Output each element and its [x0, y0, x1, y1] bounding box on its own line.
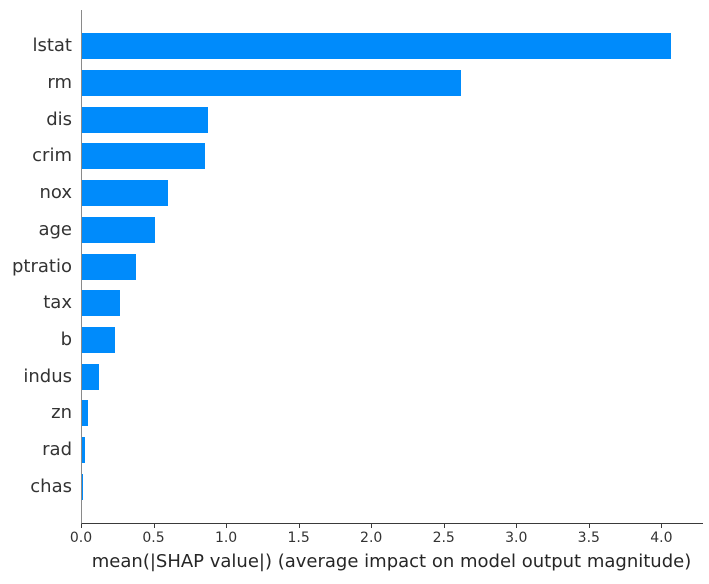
bar-ptratio — [82, 253, 136, 280]
bar-tax — [82, 290, 120, 317]
ytick-label-ptratio: ptratio — [12, 255, 72, 277]
bar-nox — [82, 180, 168, 207]
xtick-label-1.5: 1.5 — [287, 530, 310, 546]
xtick-mark-1.5 — [298, 524, 300, 528]
x-axis-label: mean(|SHAP value|) (average impact on mo… — [91, 551, 692, 572]
xtick-label-0.0: 0.0 — [69, 530, 93, 546]
ytick-label-nox: nox — [39, 182, 72, 204]
xtick-mark-0.5 — [153, 524, 155, 528]
bar-age — [82, 216, 155, 243]
bar-chas — [82, 473, 84, 500]
bar-zn — [82, 400, 88, 427]
ytick-label-zn: zn — [51, 402, 72, 424]
bar-b — [82, 326, 116, 353]
xtick-label-3.5: 3.5 — [577, 530, 600, 546]
ytick-label-b: b — [60, 328, 72, 350]
ytick-label-rad: rad — [42, 439, 72, 461]
ytick-label-age: age — [38, 218, 72, 240]
ytick-label-indus: indus — [23, 365, 72, 387]
xtick-label-0.5: 0.5 — [142, 530, 165, 546]
bar-rm — [82, 69, 461, 96]
xtick-label-3.0: 3.0 — [505, 530, 528, 546]
bar-indus — [82, 363, 100, 390]
ytick-label-crim: crim — [32, 145, 72, 167]
plot-area — [81, 10, 703, 524]
bar-lstat — [82, 33, 672, 60]
ytick-label-lstat: lstat — [32, 35, 72, 57]
xtick-mark-0.0 — [81, 524, 82, 528]
ytick-label-tax: tax — [43, 292, 72, 314]
xtick-label-1.0: 1.0 — [214, 530, 238, 546]
xtick-label-2.5: 2.5 — [432, 530, 455, 546]
bar-dis — [82, 106, 209, 133]
xtick-mark-2.5 — [443, 524, 445, 528]
xtick-mark-4.0 — [661, 524, 663, 528]
xtick-mark-3.5 — [588, 524, 590, 528]
ytick-label-dis: dis — [46, 108, 72, 130]
xtick-mark-2.0 — [371, 524, 373, 528]
xtick-mark-1.0 — [226, 524, 228, 528]
bar-rad — [82, 437, 85, 464]
bar-crim — [82, 143, 206, 170]
xtick-mark-3.0 — [516, 524, 518, 528]
xtick-label-4.0: 4.0 — [650, 530, 673, 546]
ytick-label-chas: chas — [30, 475, 72, 497]
ytick-label-rm: rm — [47, 71, 72, 93]
xtick-label-2.0: 2.0 — [360, 530, 383, 546]
